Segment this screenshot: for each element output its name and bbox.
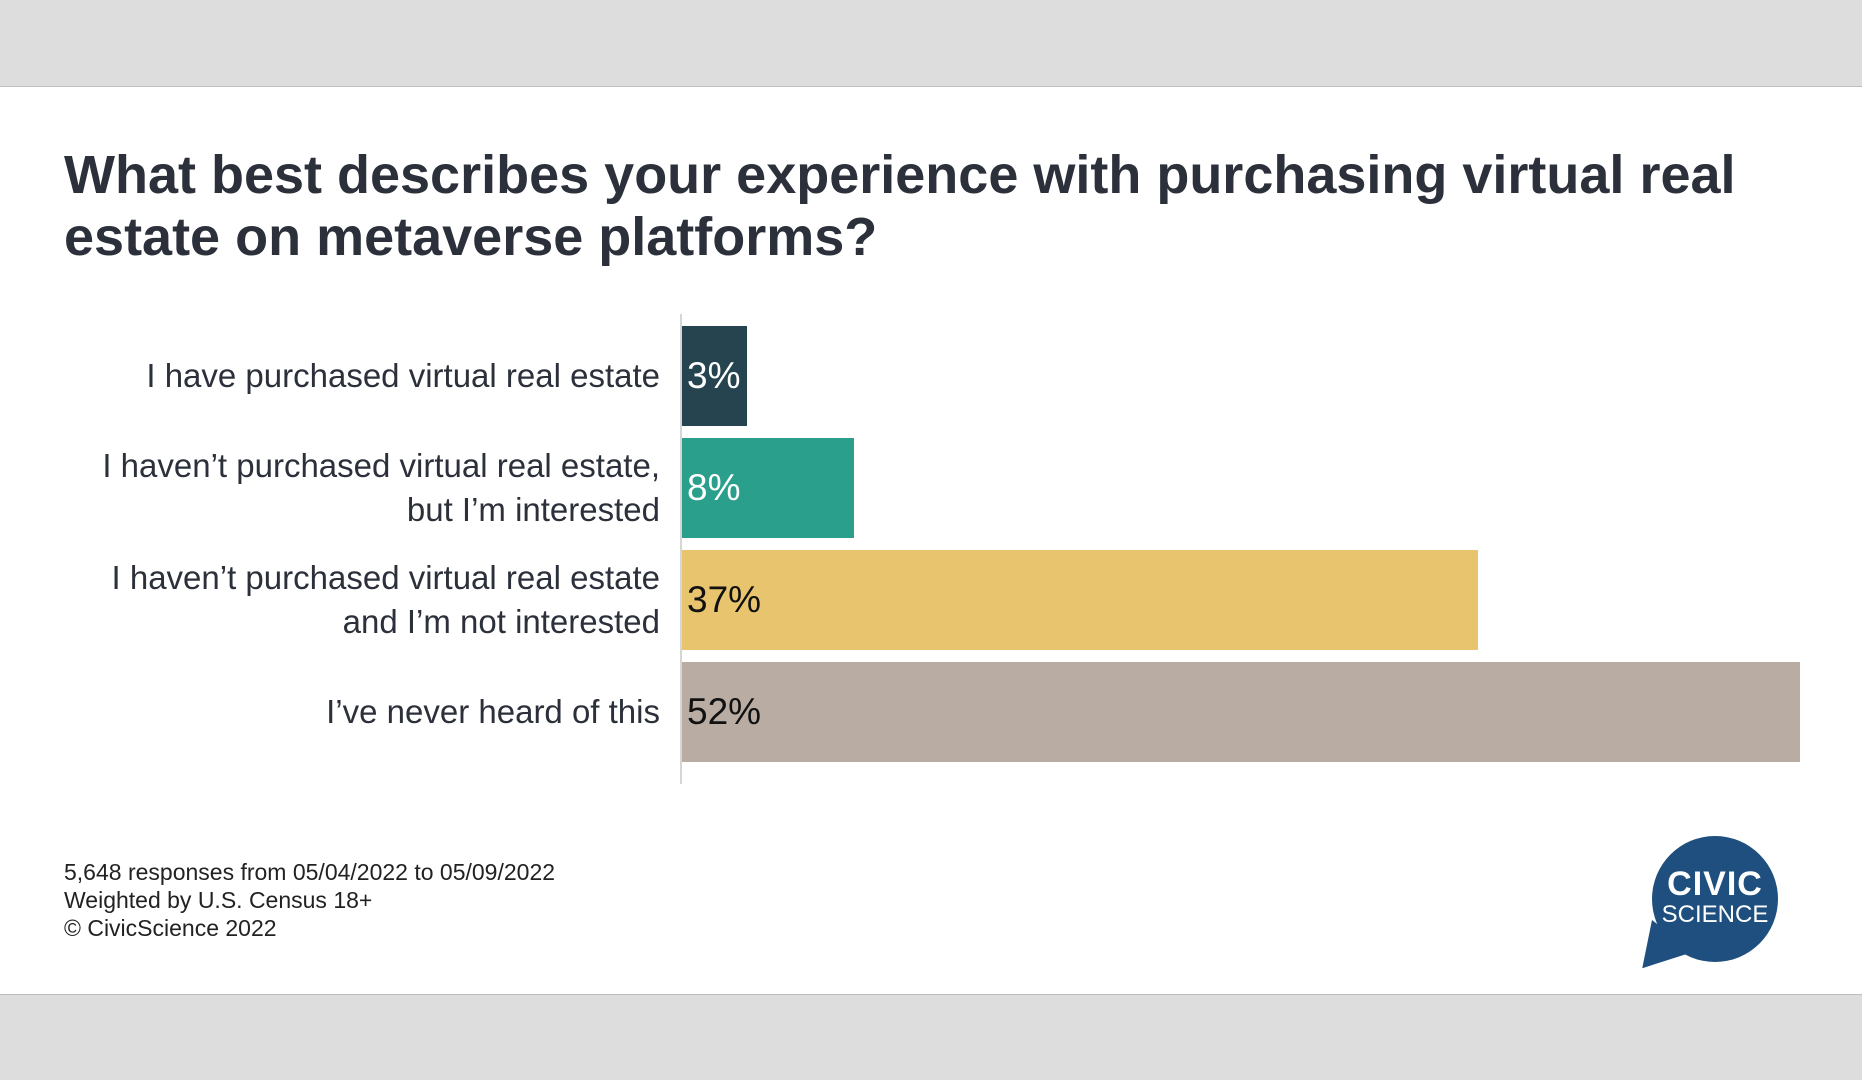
chart-card xyxy=(0,87,1862,994)
chart-title: What best describes your experience with… xyxy=(64,145,1736,267)
footnote-responses: 5,648 responses from 05/04/2022 to 05/09… xyxy=(64,859,556,885)
logo-text-civic: CIVIC xyxy=(1667,865,1763,903)
footnote: 5,648 responses from 05/04/2022 to 05/09… xyxy=(64,858,555,942)
bottom-band xyxy=(0,994,1862,1080)
footnote-copyright: © CivicScience 2022 xyxy=(64,915,277,941)
logo-text-science: SCIENCE xyxy=(1661,901,1769,928)
footnote-weighting: Weighted by U.S. Census 18+ xyxy=(64,887,373,913)
civicscience-logo: CIVIC SCIENCE xyxy=(1652,836,1778,962)
top-band xyxy=(0,0,1862,87)
